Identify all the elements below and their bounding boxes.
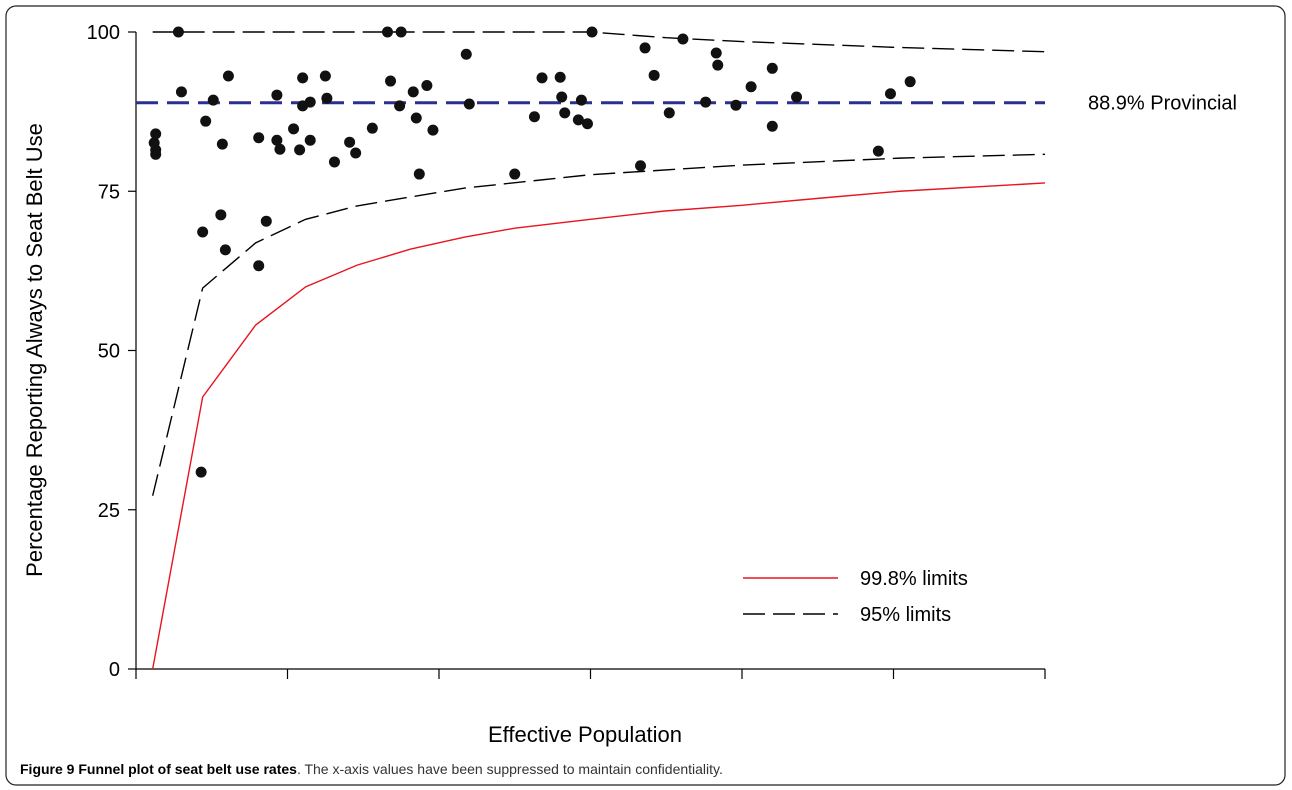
data-point [766, 120, 778, 132]
y-axis-label: Percentage Reporting Always to Seat Belt… [22, 123, 47, 577]
data-point [730, 99, 742, 111]
data-point [581, 118, 593, 130]
caption-title: Figure 9 Funnel plot of seat belt use ra… [20, 761, 297, 777]
data-point [200, 115, 212, 127]
data-point [460, 48, 472, 60]
data-point [884, 88, 896, 100]
data-point [586, 26, 598, 38]
data-point [663, 107, 675, 119]
data-point [328, 156, 340, 168]
data-point [700, 96, 712, 108]
data-point [572, 114, 584, 126]
limit-line [152, 31, 1046, 53]
data-point [413, 168, 425, 180]
y-tick-label: 25 [98, 500, 120, 522]
data-point [321, 92, 333, 104]
data-point [172, 26, 184, 38]
data-point [509, 168, 521, 180]
data-point [274, 143, 286, 155]
data-point [463, 98, 475, 110]
data-point [536, 72, 548, 84]
data-point [791, 91, 803, 103]
data-point [394, 100, 406, 112]
data-point [427, 124, 439, 136]
data-point [260, 215, 272, 227]
limit-line [151, 182, 1046, 670]
data-point [556, 91, 568, 103]
data-point [381, 26, 393, 38]
y-tick-label: 50 [98, 341, 120, 363]
x-axis-label: Effective Population [488, 722, 682, 747]
data-point [297, 72, 309, 84]
data-point [215, 209, 227, 221]
data-point [222, 70, 234, 82]
data-point [197, 226, 209, 238]
data-point [288, 123, 300, 135]
data-point [253, 132, 265, 144]
legend-label: 95% limits [860, 604, 951, 626]
legend-label: 99.8% limits [860, 568, 968, 590]
data-point [710, 47, 722, 59]
data-point [395, 26, 407, 38]
data-point [745, 81, 757, 93]
data-point [648, 69, 660, 81]
y-tick-label: 100 [87, 22, 120, 44]
data-point [150, 128, 162, 140]
caption-text: . The x-axis values have been suppressed… [297, 761, 723, 777]
data-point [271, 89, 283, 101]
data-point [344, 136, 356, 148]
data-point [304, 96, 316, 108]
data-point [319, 70, 331, 82]
data-point [150, 148, 162, 160]
data-point [304, 134, 316, 146]
data-point [677, 33, 689, 45]
data-point [904, 76, 916, 88]
data-point [253, 260, 265, 272]
data-point [175, 86, 187, 98]
caption: Figure 9 Funnel plot of seat belt use ra… [20, 761, 723, 777]
reference-label: 88.9% Provincial [1088, 93, 1237, 115]
data-point [559, 107, 571, 119]
data-point [872, 145, 884, 157]
data-point [528, 111, 540, 123]
data-point [407, 86, 419, 98]
data-point [216, 138, 228, 150]
data-point [766, 62, 778, 74]
data-point [195, 466, 207, 478]
data-point [639, 42, 651, 54]
data-point [712, 59, 724, 71]
data-point [219, 244, 231, 256]
data-point [575, 94, 587, 106]
data-point [554, 71, 566, 83]
data-point [350, 147, 362, 159]
data-point [421, 80, 433, 92]
data-point [294, 144, 306, 156]
frame [5, 5, 1286, 786]
y-tick-label: 75 [98, 181, 120, 203]
y-tick-label: 0 [109, 659, 120, 681]
data-point [410, 112, 422, 124]
limit-line [151, 153, 1046, 496]
data-point [385, 75, 397, 87]
data-point [271, 134, 283, 146]
data-point [207, 94, 219, 106]
data-point [366, 122, 378, 134]
data-point [634, 160, 646, 172]
